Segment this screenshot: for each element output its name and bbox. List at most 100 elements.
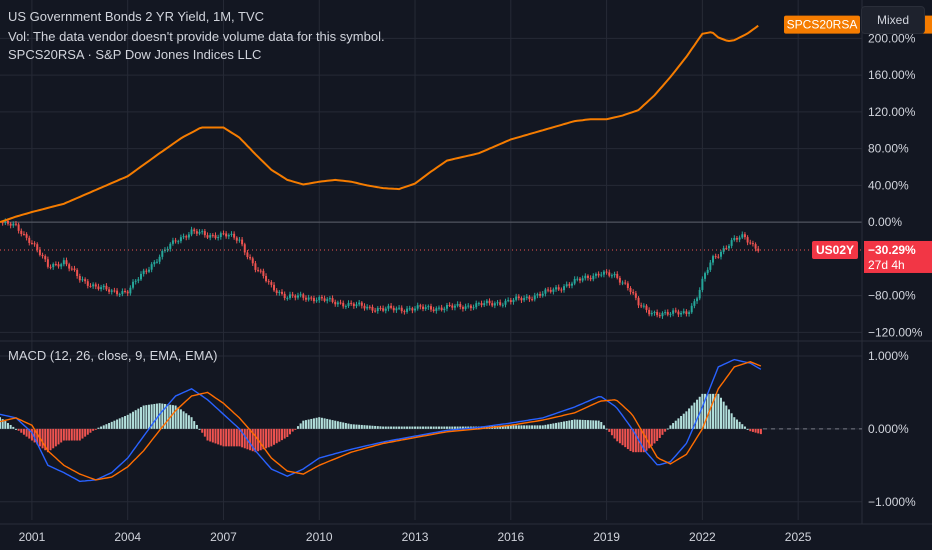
macd-hist-bar	[222, 428, 225, 447]
macd-hist-bar	[528, 425, 531, 429]
macd-tick-label: −1.000%	[868, 495, 916, 509]
macd-hist-bar	[17, 428, 20, 431]
macd-hist-bar	[448, 426, 451, 429]
candle-body	[46, 259, 49, 267]
macd-hist-bar	[163, 403, 166, 429]
macd-hist-bar	[741, 424, 744, 429]
macd-hist-bar	[733, 417, 736, 429]
candle-body	[757, 248, 760, 251]
candle-body	[94, 284, 97, 287]
candle-body	[304, 297, 307, 300]
macd-hist-bar	[664, 428, 667, 432]
macd-hist-bar	[198, 428, 201, 430]
candle-body	[464, 306, 467, 309]
candle-body	[291, 294, 294, 296]
macd-hist-bar	[22, 428, 25, 435]
candle-body	[704, 273, 707, 279]
macd-hist-bar	[46, 428, 49, 453]
candle-body	[512, 299, 515, 303]
macd-hist-bar	[610, 428, 613, 436]
candle-body	[696, 298, 699, 302]
macd-hist-bar	[33, 428, 36, 443]
candle-body	[392, 307, 395, 311]
chart-title: US Government Bonds 2 YR Yield, 1M, TVC	[8, 9, 265, 24]
macd-hist-bar	[174, 405, 177, 429]
macd-hist-bar	[225, 428, 228, 447]
candle-body	[743, 234, 746, 238]
candle-body	[722, 248, 725, 252]
candle-body	[533, 295, 536, 300]
candle-body	[273, 284, 276, 291]
macd-hist-bar	[57, 428, 60, 445]
candle-body	[376, 307, 379, 312]
candle-body	[664, 312, 667, 314]
candle-body	[650, 312, 653, 315]
candle-body	[358, 302, 361, 305]
candle-body	[682, 311, 685, 313]
macd-hist-bar	[509, 425, 512, 429]
candle-body	[38, 249, 41, 255]
us02y-countdown: 27d 4h	[868, 258, 905, 272]
candle-body	[693, 301, 696, 306]
macd-hist-bar	[648, 428, 651, 449]
candle-body	[754, 244, 757, 249]
macd-hist-bar	[459, 426, 462, 429]
candle-body	[318, 297, 321, 301]
candle-body	[632, 291, 635, 294]
macd-hist-bar	[190, 417, 193, 429]
macd-hist-bar	[746, 428, 749, 430]
candle-body	[656, 312, 659, 316]
candle-body	[137, 279, 140, 281]
candle-body	[565, 284, 568, 287]
macd-hist-bar	[166, 404, 169, 429]
compare-symbol-legend[interactable]: SPCS20RSA · S&P Dow Jones Indices LLC	[8, 47, 262, 62]
candle-body	[453, 305, 456, 308]
candle-body	[315, 300, 318, 302]
x-tick-label: 2025	[785, 530, 812, 544]
macd-hist-bar	[451, 426, 454, 429]
spcs20rsa-line	[0, 24, 759, 224]
candle-body	[390, 305, 393, 308]
macd-hist-bar	[531, 425, 534, 429]
candle-body	[259, 270, 262, 272]
macd-hist-bar	[177, 407, 180, 429]
macd-hist-bar	[547, 424, 550, 429]
candle-body	[701, 278, 704, 290]
macd-legend[interactable]: MACD (12, 26, close, 9, EMA, EMA)	[8, 348, 218, 363]
macd-hist-bar	[108, 423, 111, 429]
macd-hist-bar	[126, 414, 129, 429]
macd-hist-bar	[581, 419, 584, 429]
candle-body	[597, 273, 600, 276]
macd-hist-bar	[235, 428, 238, 447]
candle-body	[68, 264, 71, 269]
candle-body	[28, 237, 31, 243]
candle-body	[347, 302, 350, 307]
candle-body	[171, 240, 174, 244]
macd-hist-bar	[586, 420, 589, 429]
candle-body	[65, 260, 68, 265]
macd-hist-bar	[134, 410, 137, 429]
macd-hist-bar	[275, 428, 278, 444]
candle-body	[629, 288, 632, 292]
candle-body	[323, 298, 326, 301]
candle-body	[387, 305, 390, 309]
macd-hist-bar	[658, 428, 661, 438]
macd-hist-bar	[573, 419, 576, 429]
macd-hist-bar	[286, 428, 289, 438]
scale-mode-button[interactable]: Mixed	[861, 6, 925, 34]
macd-hist-bar	[517, 425, 520, 429]
macd-hist-bar	[124, 416, 127, 429]
candle-body	[648, 309, 651, 315]
candle-body	[610, 275, 613, 277]
macd-hist-bar	[669, 425, 672, 429]
x-tick-label: 2016	[497, 530, 524, 544]
candle-body	[741, 234, 744, 238]
candle-body	[475, 303, 478, 308]
macd-hist-bar	[714, 393, 717, 429]
macd-hist-bar	[594, 420, 597, 429]
macd-hist-bar	[84, 428, 87, 437]
candle-body	[714, 256, 717, 258]
macd-hist-bar	[211, 428, 214, 443]
macd-hist-bar	[666, 428, 669, 430]
